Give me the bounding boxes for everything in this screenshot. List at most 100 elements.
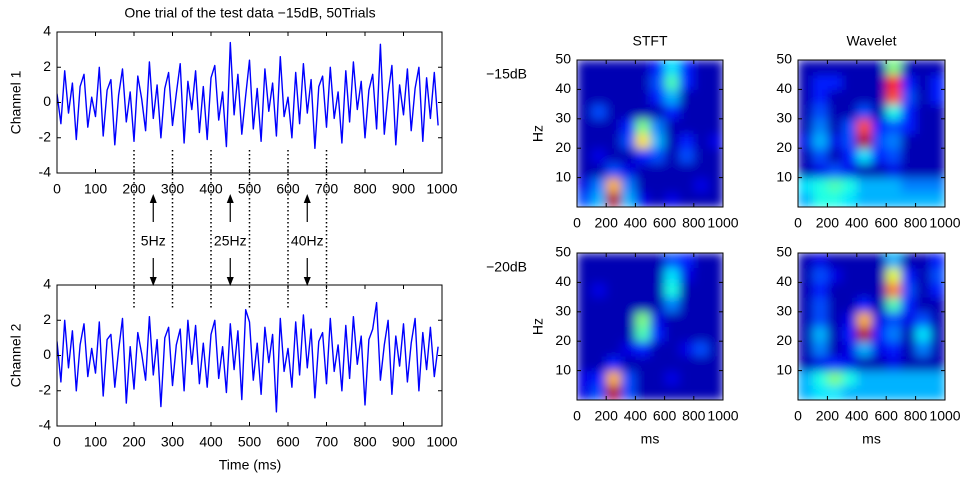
heatmap-cell xyxy=(886,133,902,149)
heatmap-cell xyxy=(915,89,931,105)
heatmap-cell xyxy=(650,370,666,386)
heatmap-cell xyxy=(827,311,843,327)
heatmap-cell xyxy=(635,162,651,179)
heatmap-cell xyxy=(827,297,843,313)
x-tick-label: 600 xyxy=(276,181,300,197)
heatmap-cell xyxy=(915,370,931,386)
x-tick-label: 300 xyxy=(161,181,185,197)
y-tick-label: -2 xyxy=(39,381,52,397)
heatmap-cell xyxy=(900,282,917,298)
y-tick-label: 30 xyxy=(555,303,571,319)
chart-title: One trial of the test data −15dB, 50Tria… xyxy=(124,5,375,21)
heatmap-cell xyxy=(591,385,607,400)
heatmap-cell xyxy=(635,104,651,120)
x-tick-label: 0 xyxy=(53,434,61,450)
heatmap-cell xyxy=(708,104,723,120)
heatmap-cell xyxy=(664,148,680,164)
heatmap-cell xyxy=(886,326,902,342)
x-tick-label: 900 xyxy=(392,181,416,197)
annotation-label: 40Hz xyxy=(291,233,324,249)
heatmap-cell xyxy=(679,253,695,269)
heatmap-cell xyxy=(679,267,695,283)
heatmap-cell xyxy=(812,162,828,179)
heatmap-cell xyxy=(871,162,887,179)
heatmap-cell xyxy=(915,311,931,327)
heatmap-cell xyxy=(591,192,607,207)
signal-line xyxy=(57,41,439,149)
heatmap-cell xyxy=(842,341,858,357)
heatmap-cell xyxy=(577,355,593,372)
heatmap-cell xyxy=(856,133,872,149)
heatmap-cell xyxy=(620,311,636,327)
heatmap-cell xyxy=(693,60,709,76)
heatmap-cell xyxy=(679,311,695,327)
heatmap-cell xyxy=(915,177,931,193)
y-tick-label: 20 xyxy=(776,332,792,348)
heatmap-cell xyxy=(708,177,723,193)
heatmap-cell xyxy=(620,60,636,76)
y-tick-label: -2 xyxy=(39,128,52,144)
x-tick-label: 800 xyxy=(904,408,928,424)
y-tick-label: 10 xyxy=(555,168,571,184)
heatmap-cell xyxy=(577,133,593,149)
heatmap-cell xyxy=(620,133,636,149)
heatmap-cells xyxy=(577,60,723,207)
heatmap-cell xyxy=(708,148,723,164)
heatmap-cell xyxy=(664,297,680,313)
arrow-head xyxy=(149,194,157,203)
heatmap-cell xyxy=(577,385,593,400)
heatmap-cell xyxy=(664,267,680,283)
heatmap-cell xyxy=(856,118,872,134)
x-tick-label: 1000 xyxy=(929,215,960,231)
heatmap-cell xyxy=(871,148,887,164)
y-tick-label: 10 xyxy=(555,361,571,377)
heatmap-cell xyxy=(886,297,902,313)
heatmap-cell xyxy=(871,370,887,386)
heatmap-cell xyxy=(827,385,843,400)
heatmap-cell xyxy=(886,267,902,283)
heatmap-cell xyxy=(915,341,931,357)
heatmap-cell xyxy=(915,148,931,164)
heatmap-cell xyxy=(606,326,622,342)
heatmap-cell xyxy=(812,341,828,357)
heatmap-cell xyxy=(693,355,709,372)
heatmap-cell xyxy=(827,355,843,372)
heatmap-cell xyxy=(842,253,858,269)
heatmap-cell xyxy=(827,148,843,164)
y-tick-label: 40 xyxy=(555,80,571,96)
signal-line xyxy=(57,301,439,413)
heatmap-cell xyxy=(930,297,945,313)
heatmap-cell xyxy=(842,133,858,149)
heatmap-cell xyxy=(708,253,723,269)
chart-title: Wavelet xyxy=(846,33,896,49)
heatmap-cell xyxy=(577,341,593,357)
row-label: −20dB xyxy=(486,259,527,275)
heatmap-cell xyxy=(635,282,651,298)
heatmap-cell xyxy=(856,192,872,207)
heatmap-cell xyxy=(591,148,607,164)
heatmap-cell xyxy=(708,311,723,327)
heatmap-cell xyxy=(679,326,695,342)
heatmap-cell xyxy=(886,253,902,269)
heatmap-cell xyxy=(635,192,651,207)
heatmap-cell xyxy=(798,341,814,357)
heatmap-cell xyxy=(856,297,872,313)
heatmap-cell xyxy=(620,118,636,134)
heatmap-cell xyxy=(798,311,814,327)
heatmap-cell xyxy=(856,253,872,269)
heatmap-cell xyxy=(606,162,622,179)
y-tick-label: 4 xyxy=(43,276,51,292)
heatmap-cell xyxy=(635,148,651,164)
heatmap-cell xyxy=(606,341,622,357)
heatmap-cell xyxy=(635,385,651,400)
x-axis-label: ms xyxy=(641,431,660,447)
heatmap-cell xyxy=(635,133,651,149)
heatmap-cell xyxy=(915,355,931,372)
heatmap-cell xyxy=(842,104,858,120)
heatmap-cell xyxy=(577,192,593,207)
heatmap-cell xyxy=(620,192,636,207)
heatmap-cell xyxy=(856,74,872,90)
heatmap-cell xyxy=(664,118,680,134)
heatmap-cell xyxy=(620,385,636,400)
heatmap-cell xyxy=(798,177,814,193)
